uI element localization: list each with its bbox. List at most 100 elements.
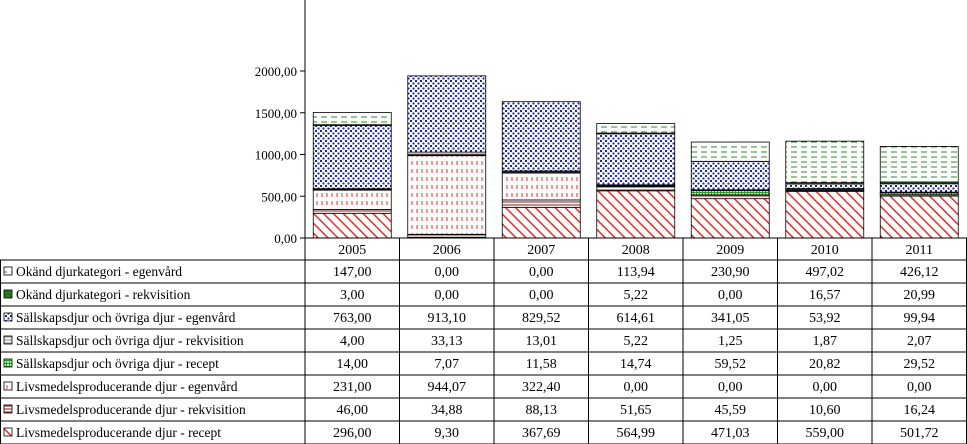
data-value: 763,00 <box>333 311 372 326</box>
bar-segment <box>501 172 581 201</box>
legend-key <box>3 381 13 391</box>
data-value: 99,94 <box>904 311 936 326</box>
data-value: 14,00 <box>337 357 369 372</box>
data-table: 2005 2006 2007 2008 2009 2010 2011 Okänd djurka… <box>0 237 967 444</box>
bar-segment <box>407 75 487 153</box>
data-value: 913,10 <box>428 311 467 326</box>
data-value: 471,03 <box>711 426 750 441</box>
data-value: 16,57 <box>809 288 841 303</box>
bar-segment <box>407 233 487 238</box>
data-value: 14,74 <box>620 357 652 372</box>
data-value: 0,00 <box>624 380 649 395</box>
data-value: 341,05 <box>711 311 750 326</box>
bar-segment <box>312 189 392 210</box>
data-value: 20,99 <box>904 288 936 303</box>
bar-segment <box>879 183 959 193</box>
bar-segment <box>690 194 770 200</box>
data-value: 46,00 <box>337 403 369 418</box>
data-value: 1,87 <box>813 334 838 349</box>
y-tick-label: 500,00 <box>261 189 297 204</box>
data-value: 4,00 <box>340 334 365 349</box>
bar-segment <box>596 123 676 134</box>
data-value: 0,00 <box>907 380 932 395</box>
data-value: 367,69 <box>522 426 561 441</box>
x-category-label: 2006 <box>433 243 461 258</box>
x-category-label: 2005 <box>338 243 366 258</box>
bar-segment <box>501 101 581 172</box>
legend-key <box>3 289 13 299</box>
data-value: 944,07 <box>428 380 467 395</box>
x-category-label: 2010 <box>811 243 839 258</box>
data-value: 1,25 <box>718 334 743 349</box>
data-value: 51,65 <box>620 403 652 418</box>
data-value: 0,00 <box>435 288 460 303</box>
series-name: Okänd djurkategori - egenvård <box>16 264 182 279</box>
data-value: 0,00 <box>718 380 743 395</box>
bar-segment <box>407 155 487 235</box>
series-name: Sällskapsdjur och övriga djur - rekvisit… <box>16 333 244 348</box>
data-value: 231,00 <box>333 380 372 395</box>
y-tick-label: 1500,00 <box>255 106 297 121</box>
bar-segment <box>785 190 865 239</box>
data-value: 16,24 <box>904 403 936 418</box>
legend-key <box>3 266 13 276</box>
bar-segment <box>312 112 392 126</box>
data-value: 29,52 <box>904 357 936 372</box>
series-name: Livsmedelsproducerande djur - recept <box>16 425 221 440</box>
bar-segment <box>407 151 487 156</box>
bar-segment <box>596 133 676 186</box>
data-value: 33,13 <box>431 334 463 349</box>
data-value: 0,00 <box>529 265 554 280</box>
data-value: 13,01 <box>526 334 558 349</box>
data-value: 5,22 <box>624 334 649 349</box>
data-value: 88,13 <box>526 403 558 418</box>
bar-segment <box>596 186 676 192</box>
data-value: 45,59 <box>715 403 747 418</box>
series-name: Sällskapsdjur och övriga djur - recept <box>16 356 219 371</box>
data-value: 59,52 <box>715 357 747 372</box>
bar-segment <box>785 183 865 189</box>
data-value: 7,07 <box>435 357 460 372</box>
data-value: 34,88 <box>431 403 463 418</box>
x-category-label: 2007 <box>527 243 555 258</box>
legend-key <box>3 358 13 368</box>
data-value: 614,61 <box>617 311 656 326</box>
data-value: 5,22 <box>624 288 649 303</box>
legend-key <box>3 335 13 345</box>
legend-key <box>3 404 13 414</box>
bar-segment <box>879 195 959 239</box>
data-value: 10,60 <box>809 403 841 418</box>
y-tick-label: 1000,00 <box>255 148 297 163</box>
bar-segment <box>879 146 959 183</box>
bar-segment <box>690 160 770 191</box>
y-tick-label: 2000,00 <box>255 64 297 79</box>
bar-segment <box>501 206 581 239</box>
data-value: 2,07 <box>907 334 932 349</box>
bar-segment <box>501 199 581 208</box>
x-category-label: 2011 <box>906 243 933 258</box>
data-value: 497,02 <box>806 265 845 280</box>
bar-segment <box>596 190 676 239</box>
bar-segment <box>312 212 392 239</box>
data-value: 147,00 <box>333 265 372 280</box>
bar-segment <box>690 141 770 162</box>
legend-key <box>3 312 13 322</box>
series-name: Livsmedelsproducerande djur - rekvisitio… <box>16 402 246 417</box>
data-value: 113,94 <box>617 265 655 280</box>
bar-segment <box>312 209 392 214</box>
data-value: 829,52 <box>522 311 561 326</box>
data-value: 501,72 <box>900 426 939 441</box>
data-value: 11,58 <box>526 357 557 372</box>
bar-segment <box>312 124 392 190</box>
data-value: 53,92 <box>809 311 841 326</box>
series-name: Sällskapsdjur och övriga djur - egenvård <box>16 310 236 325</box>
data-value: 0,00 <box>529 288 554 303</box>
data-value: 426,12 <box>900 265 939 280</box>
data-value: 559,00 <box>806 426 845 441</box>
data-value: 564,99 <box>617 426 656 441</box>
data-value: 322,40 <box>522 380 561 395</box>
data-value: 20,82 <box>809 357 841 372</box>
legend-key <box>3 427 13 437</box>
bar-segment <box>785 140 865 184</box>
